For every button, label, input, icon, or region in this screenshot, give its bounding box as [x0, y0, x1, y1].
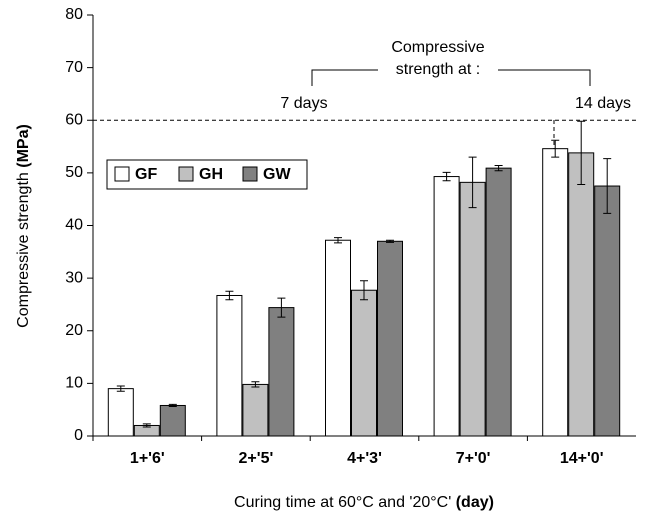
error-bar	[251, 381, 260, 388]
y-tick-label: 50	[65, 164, 83, 181]
bar	[351, 289, 377, 437]
x-axis-title: Curing time at 60°C and '20°C' (day)	[234, 494, 494, 511]
legend-label: GH	[199, 166, 223, 183]
error-bar	[334, 237, 342, 244]
annotation: 7 days	[280, 95, 327, 112]
bar	[107, 388, 134, 437]
error-bar	[442, 171, 451, 182]
y-tick-label: 10	[65, 375, 83, 392]
y-tick-label: 20	[65, 322, 83, 339]
x-tick-label: 4+'3'	[347, 450, 382, 467]
y-tick-label: 70	[65, 59, 83, 76]
y-axis-title-text: Compressive strength	[15, 172, 32, 328]
annotation: 14 days	[575, 95, 631, 112]
annotation: strength at :	[396, 61, 481, 78]
bar	[542, 148, 569, 437]
bar	[568, 152, 595, 437]
x-tick-label: 7+'0'	[456, 450, 491, 467]
error-bar	[577, 120, 586, 185]
y-axis-title: Compressive strength (MPa)	[15, 124, 32, 328]
y-tick-label: 30	[65, 269, 83, 286]
y-tick-label: 80	[65, 6, 83, 23]
y-tick-label: 40	[65, 217, 83, 234]
legend-label: GF	[135, 166, 157, 183]
x-axis-title-text: Curing time at 60°C and '20°C'	[234, 494, 451, 511]
bar	[594, 185, 621, 437]
annotation: Compressive	[391, 39, 484, 56]
bar	[433, 176, 460, 437]
x-tick-label: 1+'6'	[130, 450, 165, 467]
bar	[485, 167, 512, 437]
error-bar	[468, 156, 477, 209]
y-axis-unit: (MPa)	[15, 124, 32, 168]
bar	[216, 294, 243, 437]
y-tick-label: 60	[65, 111, 83, 128]
error-bar	[116, 385, 125, 392]
legend-label: GW	[263, 166, 291, 183]
x-axis-unit: (day)	[456, 494, 494, 511]
bar	[242, 383, 269, 437]
x-tick-label: 2+'5'	[239, 450, 274, 467]
error-bar	[225, 290, 234, 301]
bar	[268, 307, 295, 437]
bar	[325, 239, 351, 437]
error-bar	[142, 423, 151, 428]
y-tick-label: 0	[74, 427, 83, 444]
legend-swatch	[178, 166, 194, 182]
bar	[377, 240, 403, 437]
legend-box	[106, 159, 308, 190]
legend-swatch	[242, 166, 258, 182]
error-bar	[386, 239, 394, 243]
error-bar	[360, 280, 368, 301]
bracket	[311, 69, 591, 86]
legend-swatch	[114, 166, 130, 182]
error-bar	[603, 158, 612, 214]
error-bar	[551, 139, 560, 158]
x-tick-label: 14+'0'	[560, 450, 604, 467]
error-bar	[277, 297, 286, 318]
bar	[459, 181, 486, 437]
error-bar	[168, 403, 177, 408]
error-bar	[494, 165, 503, 172]
bar	[159, 404, 186, 437]
